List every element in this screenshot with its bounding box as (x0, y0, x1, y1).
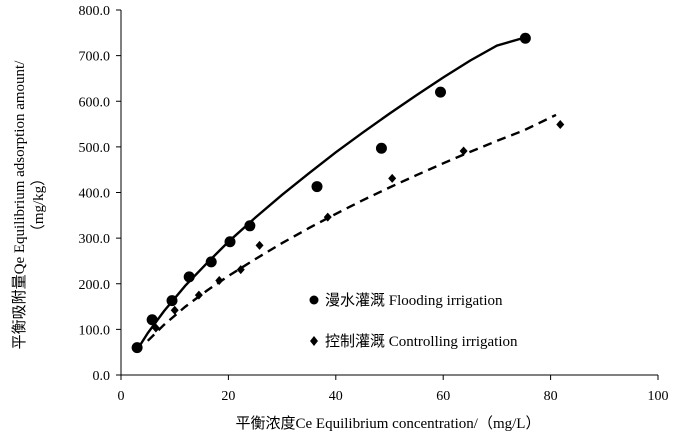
data-point (388, 173, 397, 183)
y-tick-label: 500.0 (79, 141, 111, 156)
data-point (166, 295, 178, 307)
x-tick-label: 80 (544, 389, 558, 404)
data-point (459, 146, 468, 156)
series-1 (146, 113, 565, 342)
data-point (556, 120, 565, 130)
legend-label-controlling: 控制灌溉 Controlling irrigation (325, 333, 518, 350)
data-point (131, 342, 143, 354)
series-0-fit-line (136, 36, 526, 351)
series-layer (131, 32, 565, 354)
data-point (323, 212, 332, 222)
data-point (215, 276, 224, 286)
x-tick-label: 40 (329, 389, 343, 404)
y-tick-label: 100.0 (79, 323, 111, 338)
data-point (519, 32, 531, 44)
x-tick-label: 60 (436, 389, 450, 404)
y-tick-label: 200.0 (79, 278, 111, 293)
data-point (244, 220, 256, 232)
data-point (183, 271, 195, 283)
axes (120, 10, 658, 376)
x-tick-label: 100 (648, 389, 669, 404)
y-tick-label: 700.0 (79, 50, 111, 65)
data-point (255, 240, 264, 250)
data-point (311, 181, 323, 193)
data-point (224, 236, 236, 248)
x-tick-label: 20 (221, 389, 235, 404)
y-axis-title-line2: （mg/kg） (30, 171, 47, 239)
legend: 漫水灌溉 Flooding irrigation 控制灌溉 Controllin… (309, 292, 518, 350)
data-point (236, 265, 245, 275)
series-0 (131, 32, 531, 354)
legend-marker-controlling (310, 336, 318, 346)
y-tick-label: 800.0 (79, 4, 111, 19)
data-point (435, 86, 447, 98)
x-axis-ticks: 0 20 40 60 80 100 (118, 375, 669, 404)
y-axis-title-line1: 平衡吸附量Qe Equilibrium adsorption amount/ (11, 60, 28, 350)
data-point (151, 323, 160, 333)
data-point (146, 314, 158, 326)
data-point (205, 256, 217, 268)
data-point (194, 290, 203, 300)
y-tick-label: 600.0 (79, 95, 111, 110)
data-point (170, 305, 179, 315)
y-tick-label: 300.0 (79, 232, 111, 247)
y-tick-label: 0.0 (93, 369, 111, 384)
y-tick-label: 400.0 (79, 187, 111, 202)
x-tick-label: 0 (118, 389, 125, 404)
x-axis-title: 平衡浓度Ce Equilibrium concentration/（mg/L） (236, 415, 541, 432)
y-axis-ticks: 0.0 100.0 200.0 300.0 400.0 500.0 600.0 700.0 80… (79, 4, 121, 384)
legend-label-flooding: 漫水灌溉 Flooding irrigation (325, 292, 503, 309)
data-point (375, 142, 387, 154)
legend-marker-flooding (309, 295, 319, 305)
y-axis-title: 平衡吸附量Qe Equilibrium adsorption amount/ （… (11, 60, 47, 350)
